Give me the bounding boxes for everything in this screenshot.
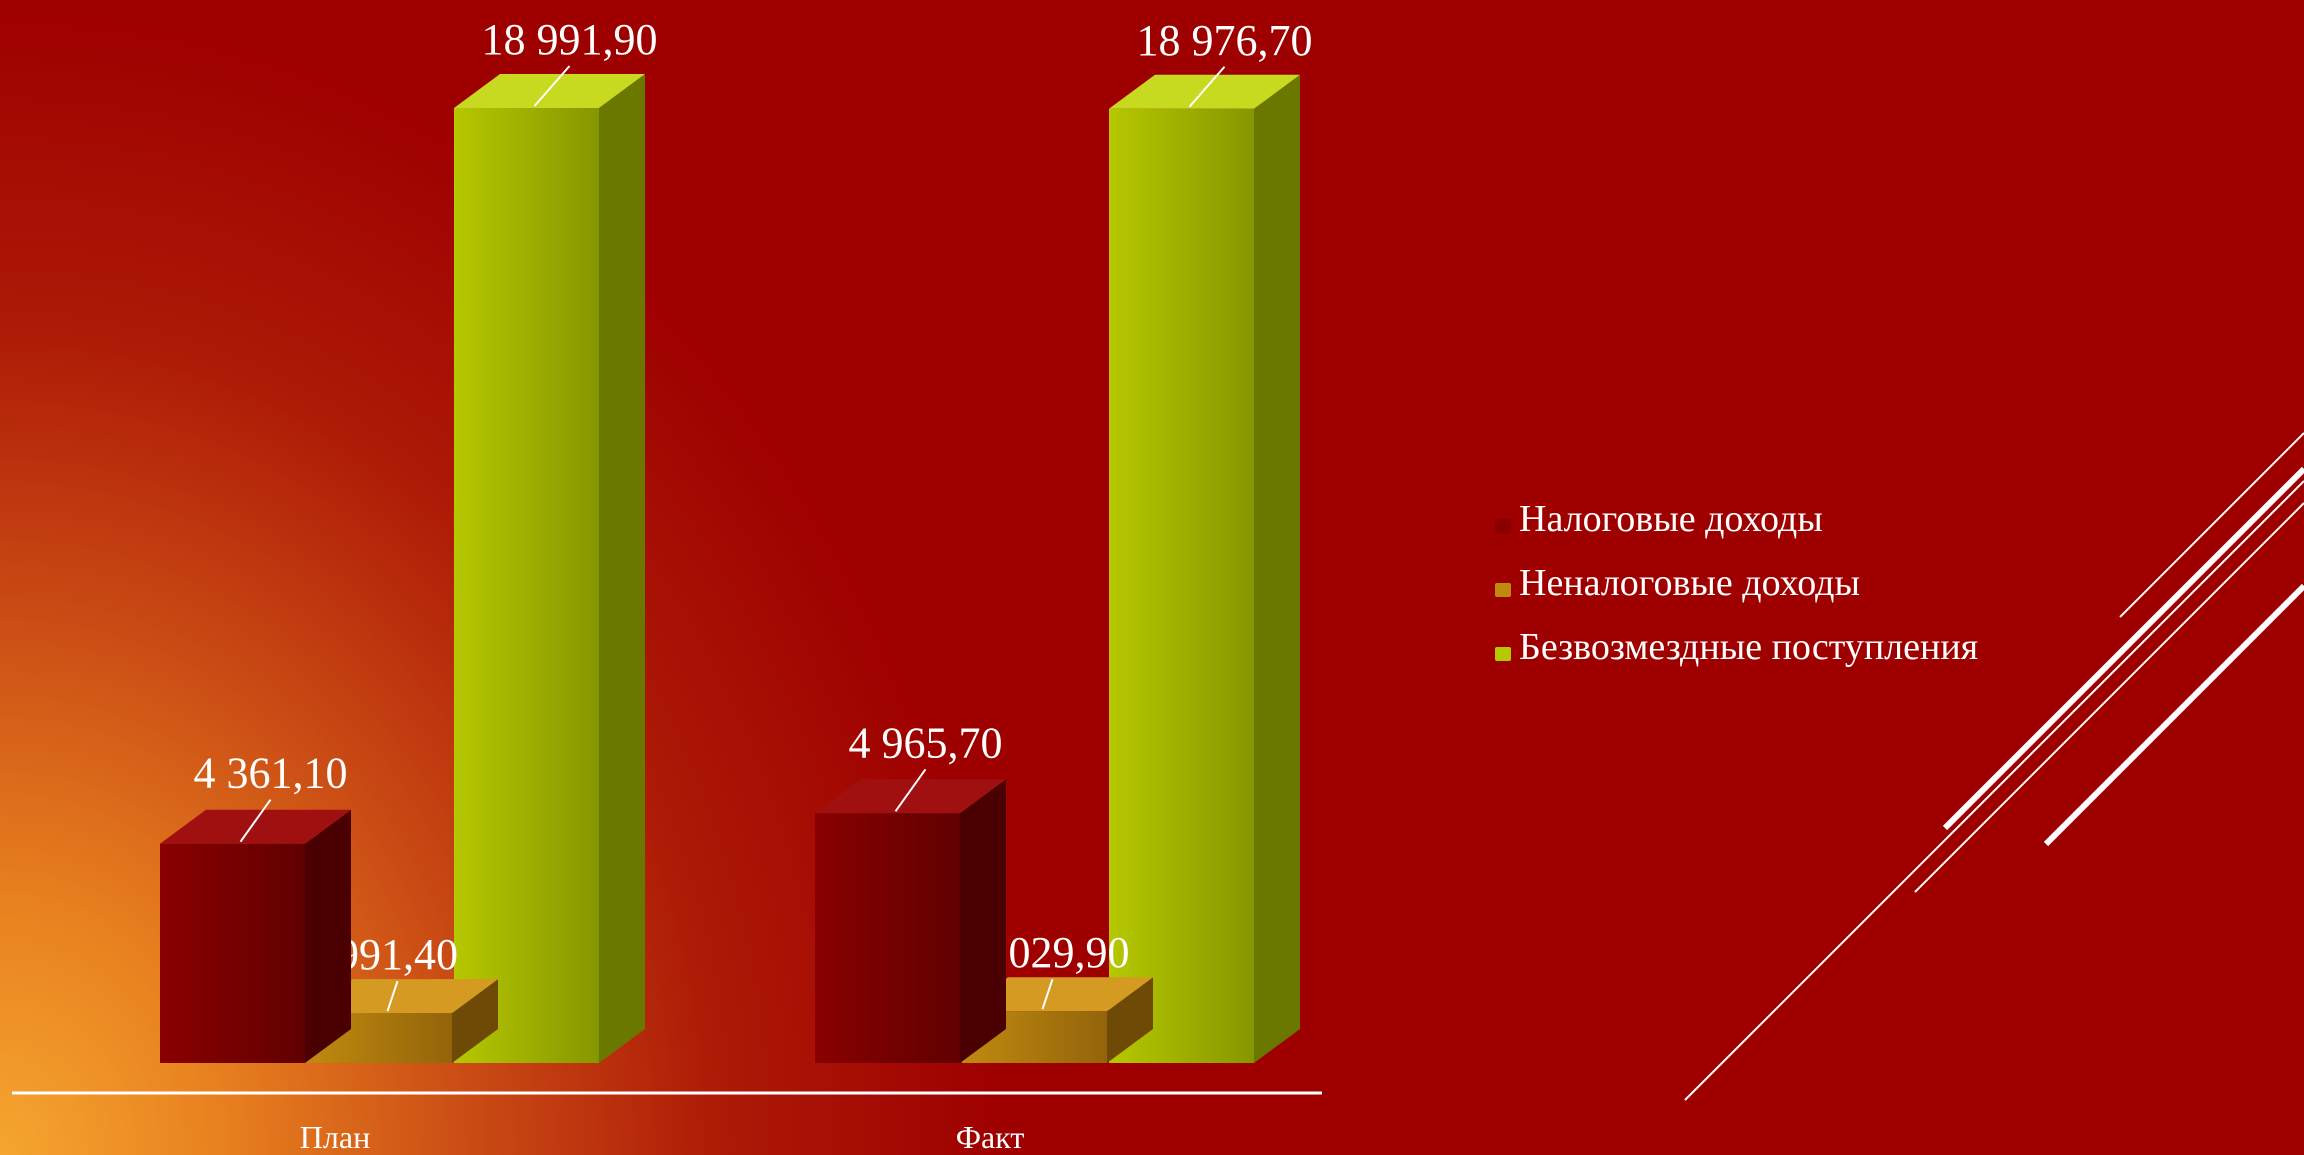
legend-item-tax: Налоговые доходы [1495, 487, 1978, 551]
legend-item-grants: Безвозмездные поступления [1495, 615, 1978, 679]
bar-side-nontax-plan [452, 979, 498, 1063]
bar-top-grants-plan [454, 74, 645, 108]
bar-top-nontax-fakt [962, 977, 1153, 1012]
bar-grants-fakt [1109, 108, 1254, 1063]
bar-side-grants-plan [599, 74, 645, 1063]
data-label-tax-plan: 4 361,10 [194, 749, 348, 798]
category-label-plan: План [300, 1119, 370, 1155]
bar-top-tax-plan [160, 809, 351, 844]
leader-line-nontax-fakt [1041, 978, 1054, 1010]
leader-line-grants-plan [533, 65, 571, 107]
legend-item-nontax: Неналоговые доходы [1495, 551, 1978, 615]
bar-tax-fakt [815, 813, 960, 1063]
data-label-tax-fakt: 4 965,70 [849, 718, 1003, 767]
legend-swatch-nontax-icon [1495, 583, 1511, 597]
leader-line-nontax-plan [386, 980, 399, 1012]
bar-side-tax-plan [305, 809, 351, 1063]
leader-line-tax-plan [239, 799, 272, 843]
bar-top-tax-fakt [815, 779, 1006, 814]
data-label-nontax-plan: 991,40 [337, 930, 458, 979]
legend-label-grants: Безвозмездные поступления [1519, 626, 1979, 668]
data-label-grants-fakt: 18 976,70 [1137, 16, 1313, 65]
bar-side-grants-fakt [1254, 74, 1300, 1063]
bar-side-nontax-fakt [1107, 977, 1153, 1063]
data-label-grants-plan: 18 991,90 [482, 15, 658, 64]
bar-top-grants-fakt [1109, 74, 1300, 109]
legend-swatch-tax-icon [1495, 519, 1511, 533]
legend-label-nontax: Неналоговые доходы [1519, 562, 1860, 604]
category-label-fakt: Факт [956, 1119, 1025, 1155]
bar-tax-plan [160, 843, 305, 1063]
legend-label-tax: Налоговые доходы [1519, 498, 1823, 540]
legend: Налоговые доходы Неналоговые доходы Безв… [1495, 487, 1978, 679]
legend-swatch-grants-icon [1495, 647, 1511, 661]
bar-side-tax-fakt [960, 779, 1006, 1063]
leader-line-grants-fakt [1188, 66, 1226, 108]
bar-top-nontax-plan [307, 979, 498, 1014]
leader-line-tax-fakt [894, 768, 927, 812]
bar-grants-plan [454, 108, 599, 1063]
